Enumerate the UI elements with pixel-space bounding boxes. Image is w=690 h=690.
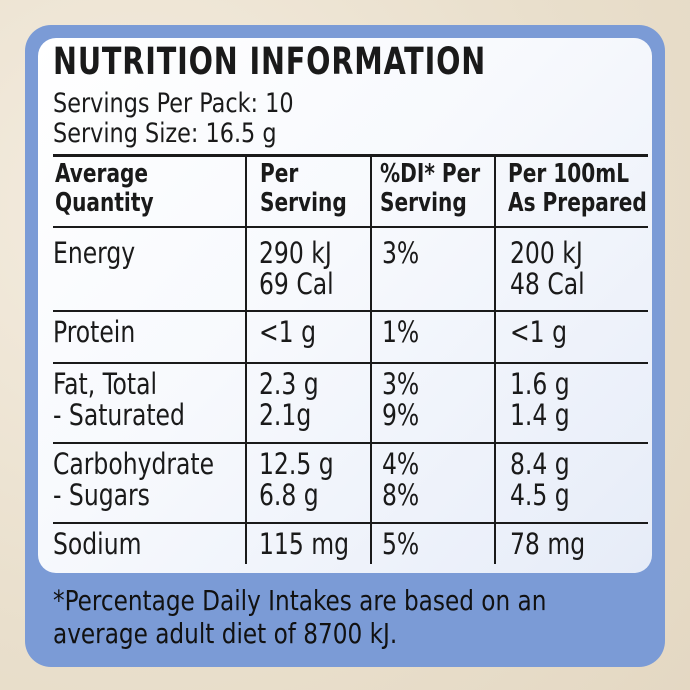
row-divider-energy <box>53 310 648 312</box>
row-protein-di: 1% <box>382 315 420 349</box>
nutrition-table-card <box>38 38 652 573</box>
row-sodium-per-serving: 115 mg <box>259 527 350 561</box>
header-average-quantity: Average Quantity <box>55 159 154 218</box>
row-fat-di: 3% 9% <box>382 367 420 432</box>
row-sodium-di: 5% <box>382 527 420 561</box>
row-divider-fat <box>53 442 648 444</box>
column-divider-1 <box>245 154 247 564</box>
table-top-rule <box>53 154 648 157</box>
nutrition-title: NUTRITION INFORMATION <box>53 40 487 83</box>
row-fat-per-serving: 2.3 g 2.1g <box>259 367 319 432</box>
row-carbohydrate-per-serving: 12.5 g 6.8 g <box>259 447 334 512</box>
row-energy-per-100ml: 200 kJ 48 Cal <box>510 236 585 301</box>
row-energy-name: Energy <box>53 236 136 270</box>
header-divider <box>53 226 648 228</box>
row-fat-name: Fat, Total - Saturated <box>53 367 185 432</box>
row-carbohydrate-per-100ml: 8.4 g 4.5 g <box>510 447 570 512</box>
row-energy-per-serving: 290 kJ 69 Cal <box>259 236 334 301</box>
row-divider-protein <box>53 362 648 364</box>
column-divider-2 <box>370 154 372 564</box>
column-divider-3 <box>494 154 496 564</box>
servings-per-pack: Servings Per Pack: 10 <box>53 88 294 119</box>
header-per-100ml: Per 100mL As Prepared <box>508 159 647 218</box>
row-protein-per-serving: <1 g <box>259 315 316 349</box>
row-carbohydrate-di: 4% 8% <box>382 447 420 512</box>
serving-size: Serving Size: 16.5 g <box>53 118 277 149</box>
row-sodium-name: Sodium <box>53 527 142 561</box>
row-protein-name: Protein <box>53 315 136 349</box>
row-fat-per-100ml: 1.6 g 1.4 g <box>510 367 570 432</box>
header-per-serving: Per Serving <box>260 159 347 218</box>
daily-intake-footnote: *Percentage Daily Intakes are based on a… <box>53 584 547 650</box>
row-protein-per-100ml: <1 g <box>510 315 567 349</box>
row-carbohydrate-name: Carbohydrate - Sugars <box>53 447 215 512</box>
row-divider-carbohydrate <box>53 522 648 524</box>
row-energy-di: 3% <box>382 236 420 270</box>
row-sodium-per-100ml: 78 mg <box>510 527 586 561</box>
header-di-per-serving: %DI* Per Serving <box>380 159 481 218</box>
